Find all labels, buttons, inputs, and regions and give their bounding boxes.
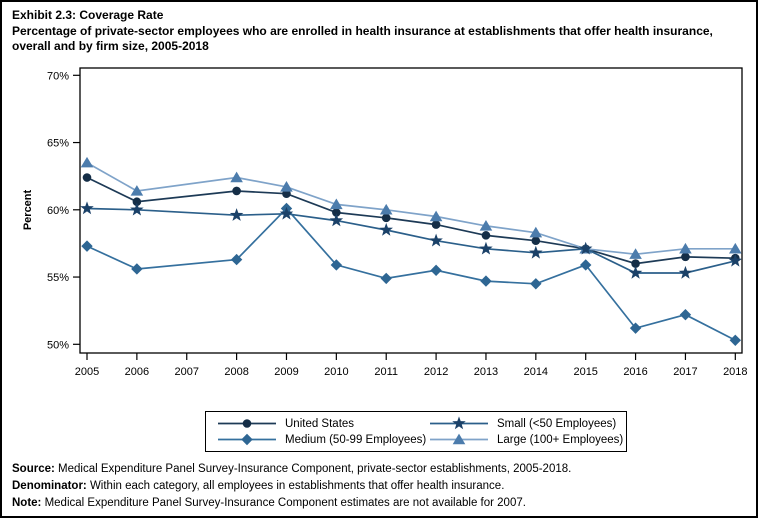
svg-text:2018: 2018 — [723, 366, 747, 378]
svg-text:2013: 2013 — [474, 366, 498, 378]
svg-text:2011: 2011 — [374, 366, 398, 378]
svg-text:65%: 65% — [47, 138, 69, 150]
svg-text:50%: 50% — [47, 339, 69, 351]
svg-text:55%: 55% — [47, 272, 69, 284]
legend-entry-large: Large (100+ Employees) — [430, 432, 626, 447]
footnote-note: Note: Medical Expenditure Panel Survey-I… — [12, 495, 752, 512]
legend-label-small: Small (<50 Employees) — [497, 417, 617, 430]
united-states-circle-marker-icon — [218, 416, 276, 431]
svg-text:70%: 70% — [47, 70, 69, 82]
svg-text:2012: 2012 — [424, 366, 448, 378]
medium-diamond-marker-icon — [218, 432, 276, 447]
coverage-rate-line-chart: 50% 55% 60% 65% 70% 2005 2006 2007 2008 2009 2010 2… — [22, 67, 748, 378]
footnote-source-label: Source: — [12, 463, 55, 475]
footnote-denominator-label: Denominator: — [12, 480, 87, 492]
footnote-denominator-text: Within each category, all employees in e… — [86, 480, 505, 492]
legend-entry-medium: Medium (50-99 Employees) — [218, 432, 430, 447]
svg-text:2008: 2008 — [224, 366, 248, 378]
footnotes: Source: Medical Expenditure Panel Survey… — [12, 461, 752, 512]
svg-text:Percent: Percent — [22, 189, 34, 230]
chart-legend: United States Small (<50 Employees) Medi… — [205, 411, 627, 452]
footnote-note-text: Medical Expenditure Panel Survey-Insuran… — [41, 497, 526, 509]
svg-text:60%: 60% — [47, 205, 69, 217]
svg-text:2010: 2010 — [324, 366, 348, 378]
footnote-denominator: Denominator: Within each category, all e… — [12, 478, 752, 495]
footnote-note-label: Note: — [12, 497, 42, 509]
svg-text:2016: 2016 — [623, 366, 647, 378]
footnote-source: Source: Medical Expenditure Panel Survey… — [12, 461, 752, 478]
svg-text:2015: 2015 — [573, 366, 597, 378]
legend-entry-small: Small (<50 Employees) — [430, 416, 626, 431]
legend-label-large: Large (100+ Employees) — [497, 433, 624, 446]
legend-label-medium: Medium (50-99 Employees) — [285, 433, 427, 446]
svg-text:2007: 2007 — [174, 366, 198, 378]
legend-label-united-states: United States — [285, 417, 355, 430]
svg-text:2017: 2017 — [673, 366, 697, 378]
title-line-2: Percentage of private-sector employees w… — [12, 23, 713, 54]
small-star-marker-icon — [430, 416, 488, 431]
svg-text:2006: 2006 — [125, 366, 149, 378]
chart-title-block: Exhibit 2.3: Coverage Rate Percentage of… — [12, 8, 750, 55]
footnote-source-text: Medical Expenditure Panel Survey-Insuran… — [54, 463, 572, 475]
large-triangle-marker-icon — [430, 432, 488, 447]
svg-text:2009: 2009 — [274, 366, 298, 378]
svg-text:2005: 2005 — [75, 366, 99, 378]
title-line-1: Exhibit 2.3: Coverage Rate — [12, 8, 164, 22]
svg-text:2014: 2014 — [524, 366, 548, 378]
legend-entry-united-states: United States — [218, 416, 430, 431]
